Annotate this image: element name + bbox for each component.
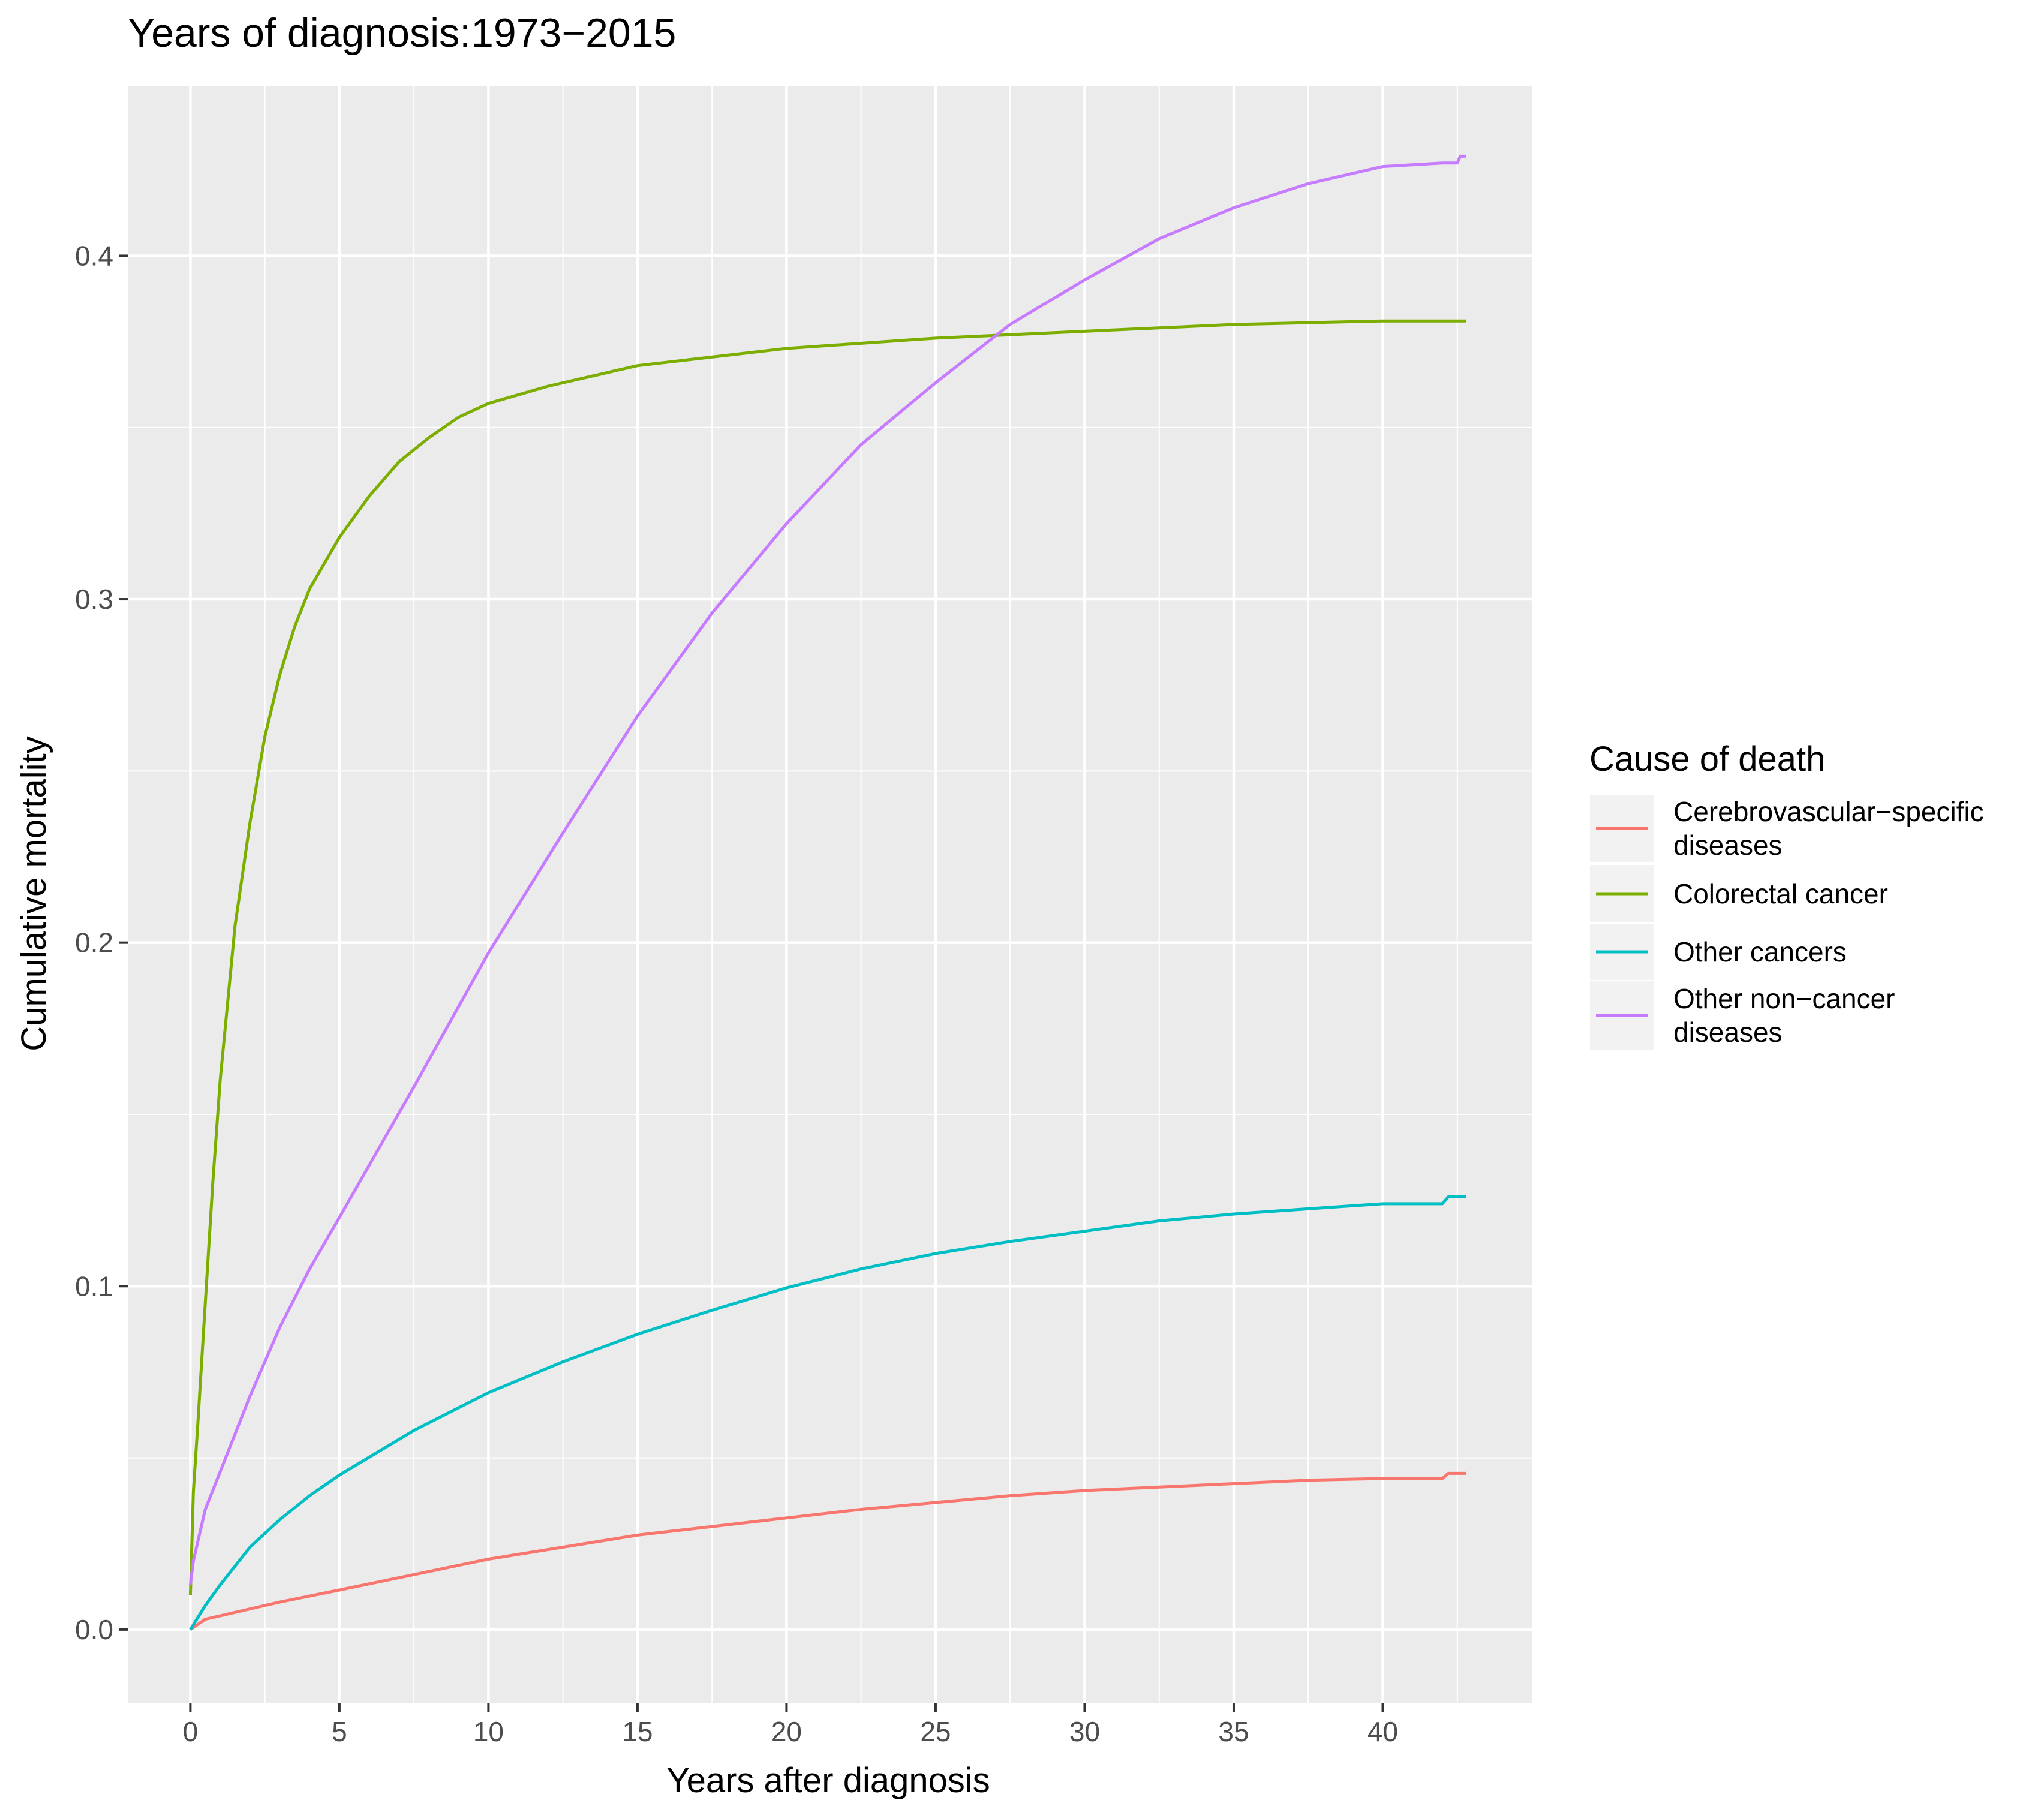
x-tick-label: 35 <box>1218 1716 1249 1747</box>
series-line <box>188 154 1466 1585</box>
legend-label-line: diseases <box>1673 830 1783 861</box>
legend-title: Cause of death <box>1589 740 1825 779</box>
y-tick-label: 0.4 <box>75 240 113 271</box>
x-tick-label: 0 <box>183 1716 199 1747</box>
series-line <box>189 1195 1466 1631</box>
x-tick-label: 5 <box>332 1716 347 1747</box>
legend-label-line: Colorectal cancer <box>1673 878 1888 909</box>
legend-label-line: Cerebrovascular−specific <box>1673 796 1984 827</box>
plot-layer: 0 5 10 15 20 25 30 35 40 0.0 0.1 0.2 0.3 0.4 <box>75 86 1532 1747</box>
y-tick-label: 0.1 <box>75 1270 113 1302</box>
series-line <box>188 319 1466 1595</box>
legend: Cause of death Cerebrovascular−specific d… <box>1589 740 1984 1050</box>
chart-title: Years of diagnosis:1973−2015 <box>128 10 676 56</box>
series-line <box>189 1471 1466 1631</box>
x-tick-label: 25 <box>920 1716 951 1747</box>
y-axis-label: Cumulative mortality <box>14 736 53 1051</box>
legend-label-line: diseases <box>1673 1017 1783 1048</box>
legend-label-line: Other non−cancer <box>1673 983 1895 1014</box>
plot-panel <box>128 86 1532 1703</box>
x-axis-label: Years after diagnosis <box>666 1761 990 1800</box>
x-tick-label: 40 <box>1367 1716 1398 1747</box>
x-tick-label: 20 <box>771 1716 802 1747</box>
legend-label: Other non−cancer diseases <box>1673 983 1895 1048</box>
y-tick-label: 0.2 <box>75 927 113 958</box>
legend-label: Other cancers <box>1673 936 1847 967</box>
legend-label-line: Other cancers <box>1673 936 1847 967</box>
x-tick-label: 10 <box>473 1716 504 1747</box>
y-tick-label: 0.3 <box>75 584 113 615</box>
x-tick-label: 30 <box>1069 1716 1100 1747</box>
x-tick-label: 15 <box>622 1716 653 1747</box>
y-tick-label: 0.0 <box>75 1614 113 1645</box>
legend-label: Colorectal cancer <box>1673 878 1888 909</box>
legend-label: Cerebrovascular−specific diseases <box>1673 796 1984 861</box>
legend-items: Cerebrovascular−specific diseasesColorect… <box>1590 795 1984 1050</box>
